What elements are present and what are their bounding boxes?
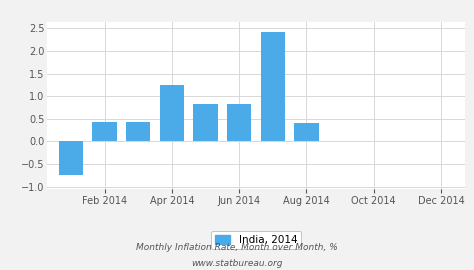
Text: Monthly Inflation Rate, Month over Month, %: Monthly Inflation Rate, Month over Month… (136, 242, 338, 252)
Bar (92, 122, 117, 141)
Legend: India, 2014: India, 2014 (210, 231, 301, 249)
Bar (59, 141, 83, 176)
Bar (126, 122, 150, 141)
Bar (261, 32, 285, 141)
Bar (160, 85, 184, 141)
Text: www.statbureau.org: www.statbureau.org (191, 259, 283, 268)
Bar (294, 123, 319, 141)
Bar (193, 104, 218, 141)
Bar (227, 104, 251, 141)
